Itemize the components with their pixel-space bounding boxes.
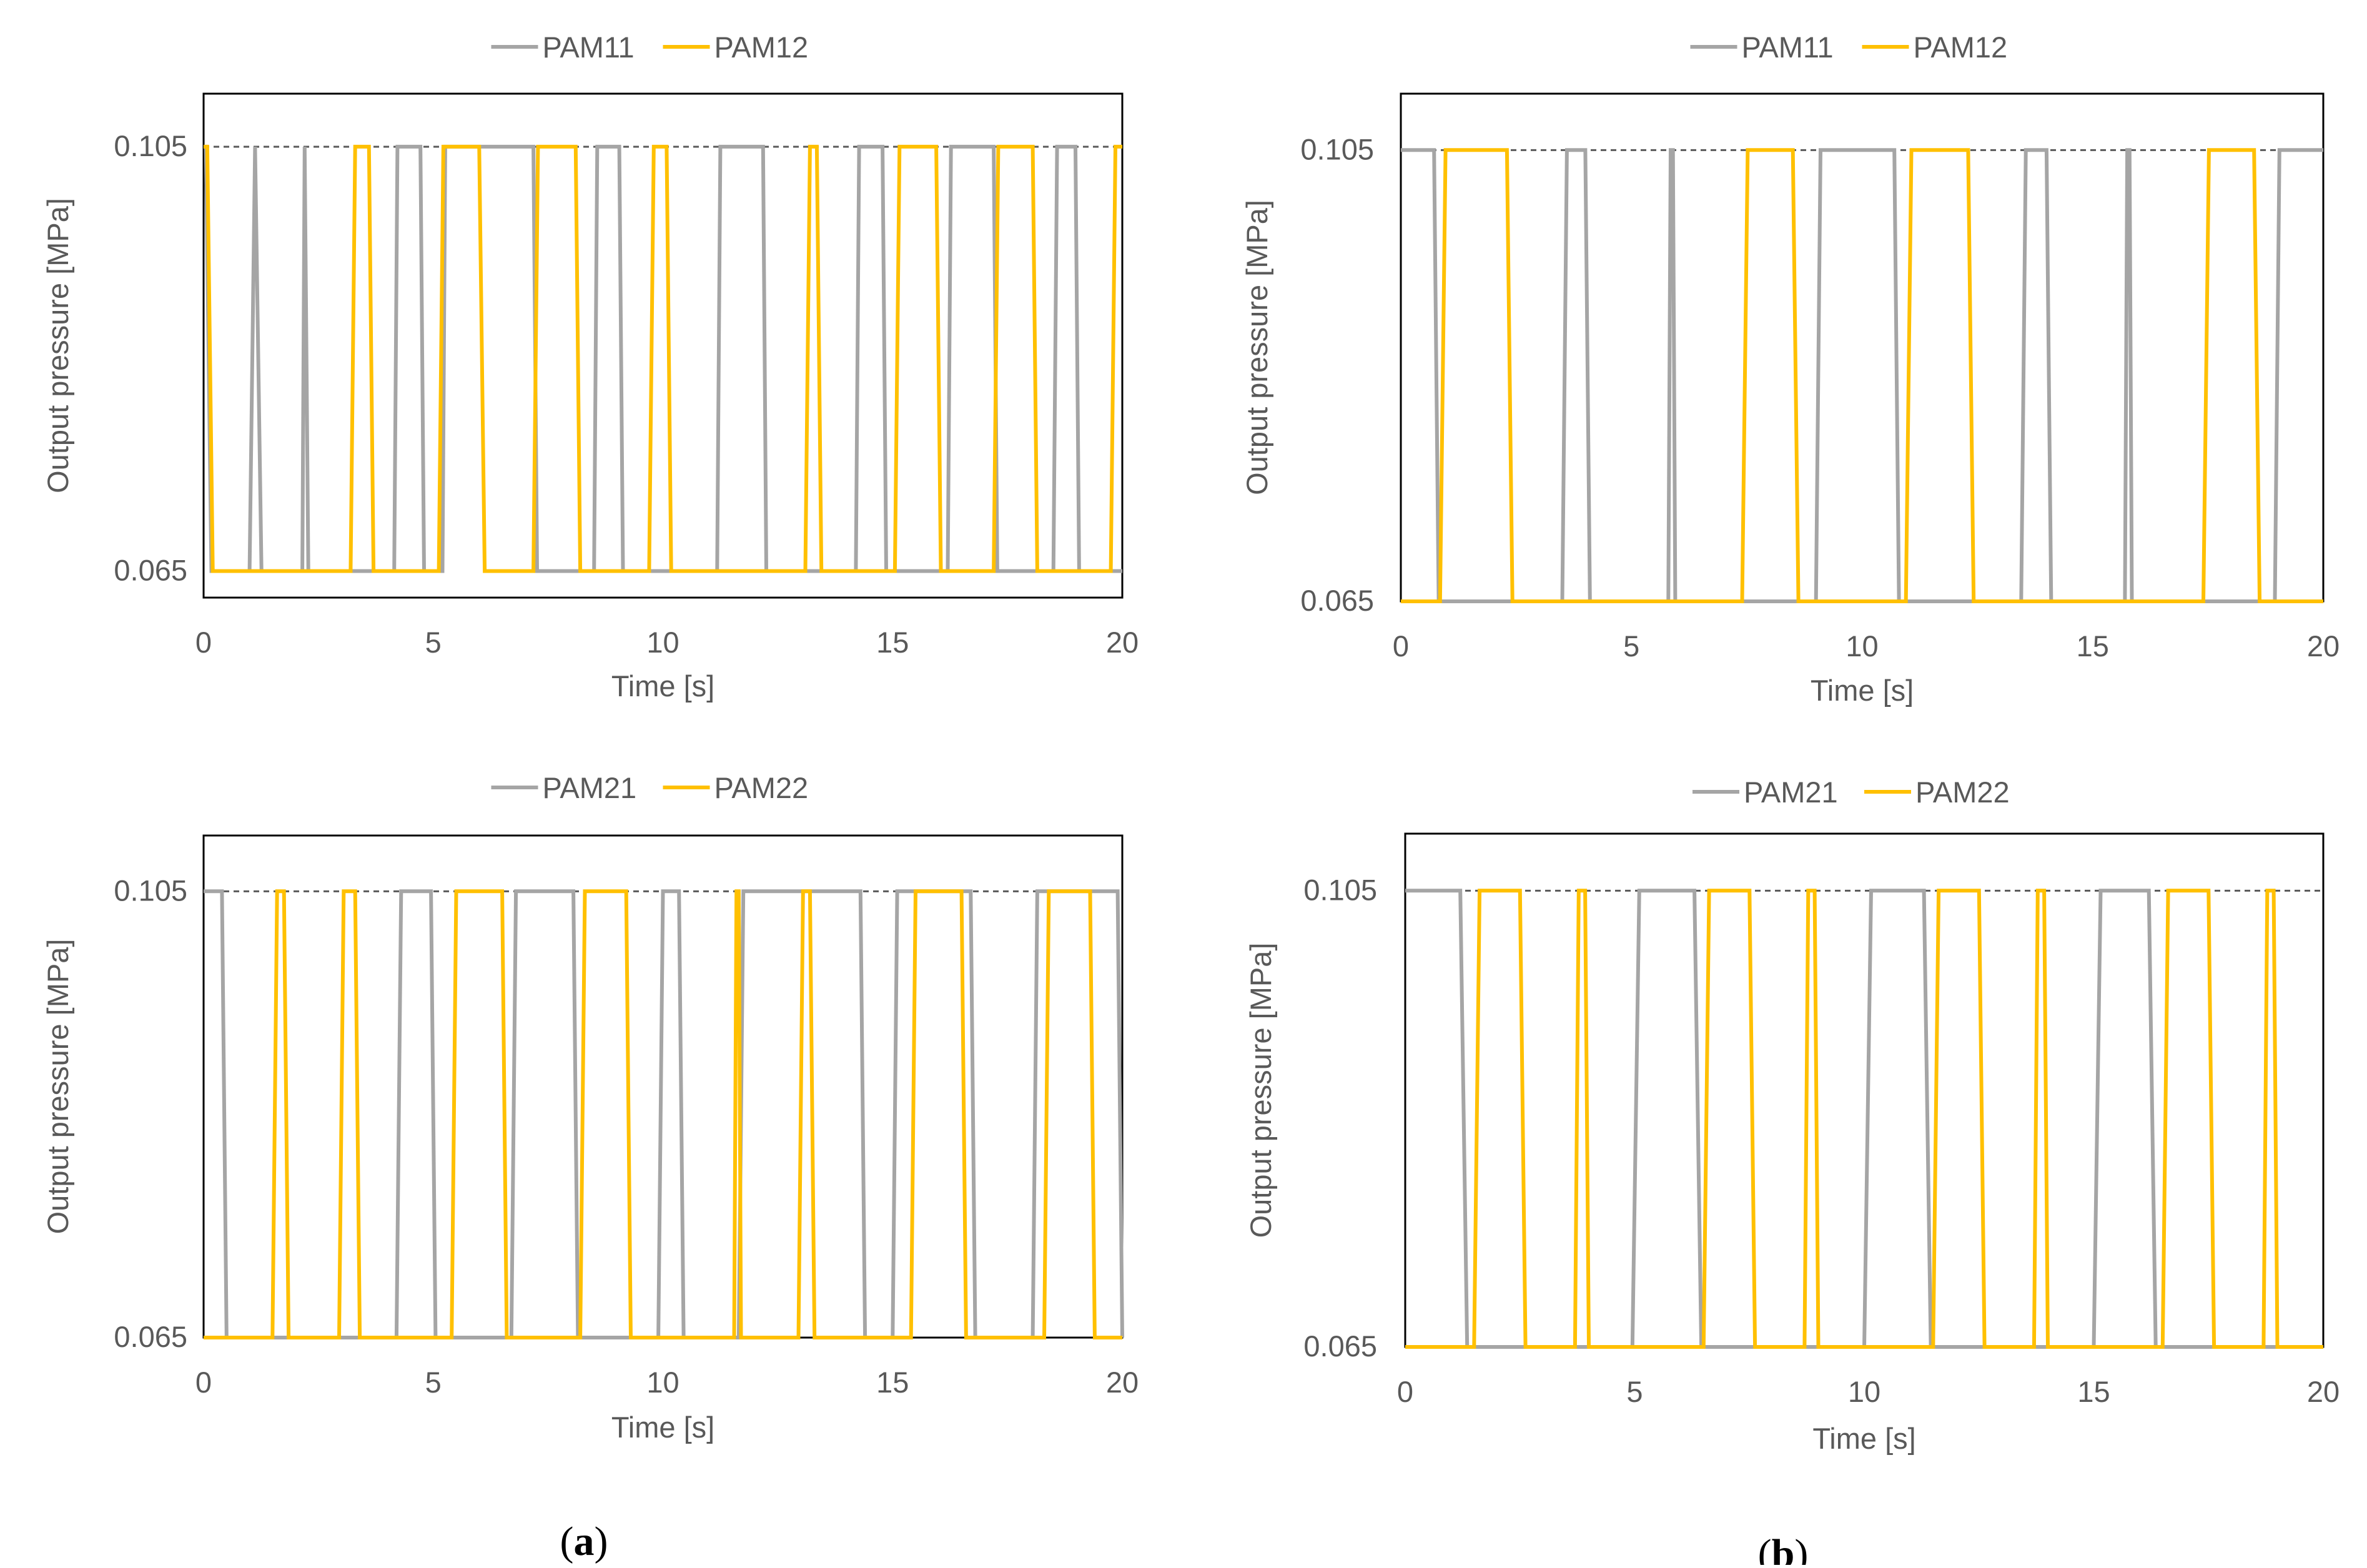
x-tick-label: 5 [1623, 629, 1639, 663]
y-tick-label: 0.065 [114, 554, 187, 587]
x-tick-label: 0 [1393, 629, 1409, 663]
legend-label-pam21: PAM21 [543, 771, 637, 804]
x-tick-label: 20 [1106, 1366, 1139, 1399]
series-line-pam11 [204, 144, 1122, 573]
legend-label-pam11: PAM11 [543, 31, 635, 64]
x-axis-title: Time [s] [611, 1411, 714, 1444]
panel-caption-letter: a [574, 1519, 595, 1564]
x-tick-label: 0 [195, 1366, 212, 1399]
chart-panel-4: 0.065 0.105 0 5 10 15 20 Time [s] Output pressur… [1244, 776, 2340, 1455]
legend-label-pam22: PAM22 [714, 771, 809, 804]
x-axis-title: Time [s] [611, 669, 714, 703]
legend-label-pam22: PAM22 [1915, 776, 2010, 809]
series-line-pam22 [1405, 889, 2323, 1349]
x-tick-label: 5 [425, 1366, 442, 1399]
x-tick-label: 20 [1106, 626, 1139, 659]
panel-caption-b: (b) [1758, 1531, 1809, 1565]
y-axis-title: Output pressure [MPa] [1240, 200, 1273, 495]
plot-frame [1400, 92, 2325, 603]
chart-panel-2: 0.065 0.105 0 5 10 15 20 Time [s] Output pressur… [1240, 31, 2340, 707]
chart-panel-1: 0.065 0.105 0 5 10 15 20 Time [s] Output pressur… [41, 31, 1139, 703]
chart-panel-3: 0.065 0.105 0 5 10 15 20 Time [s] Output pressur… [41, 771, 1139, 1444]
y-tick-label: 0.065 [1300, 584, 1374, 617]
x-tick-label: 0 [1397, 1375, 1413, 1408]
legend-label-pam12: PAM12 [1914, 31, 2008, 64]
series-line-pam21 [1405, 889, 2323, 1349]
x-tick-label: 0 [195, 626, 212, 659]
x-axis-title: Time [s] [1811, 674, 1914, 707]
y-tick-label: 0.105 [114, 129, 187, 162]
y-tick-label: 0.105 [114, 874, 187, 907]
x-axis-title: Time [s] [1812, 1422, 1915, 1455]
x-tick-label: 10 [1846, 629, 1878, 663]
panel-caption-letter: b [1772, 1531, 1795, 1565]
x-tick-label: 15 [876, 1366, 909, 1399]
legend-label-pam12: PAM12 [714, 31, 809, 64]
series-line-pam12 [204, 144, 1122, 573]
y-axis-title: Output pressure [MPa] [41, 939, 74, 1235]
legend-label-pam21: PAM21 [1744, 776, 1838, 809]
y-tick-label: 0.105 [1300, 132, 1374, 165]
series-line-pam21 [204, 889, 1124, 1339]
y-axis-title: Output pressure [MPa] [1244, 943, 1277, 1238]
x-tick-label: 20 [2307, 629, 2340, 663]
y-tick-label: 0.065 [1303, 1329, 1377, 1363]
legend: PAM11 PAM12 [1690, 31, 2008, 64]
y-tick-label: 0.065 [114, 1320, 187, 1353]
series-line-pam12 [1401, 148, 2323, 603]
legend: PAM11 PAM12 [491, 31, 809, 64]
y-axis-title: Output pressure [MPa] [41, 198, 74, 493]
legend: PAM21 PAM22 [491, 771, 809, 804]
x-tick-label: 10 [1848, 1375, 1880, 1408]
x-tick-label: 15 [876, 626, 909, 659]
panel-caption-a: (a) [560, 1519, 608, 1564]
series-line-pam11 [1401, 148, 2323, 603]
x-tick-label: 20 [2307, 1375, 2340, 1408]
x-tick-label: 5 [1626, 1375, 1643, 1408]
legend: PAM21 PAM22 [1692, 776, 2010, 809]
series-line-pam22 [204, 889, 1122, 1339]
x-tick-label: 15 [2077, 629, 2109, 663]
x-tick-label: 10 [646, 626, 679, 659]
x-tick-label: 10 [646, 1366, 679, 1399]
legend-label-pam11: PAM11 [1742, 31, 1834, 64]
x-tick-label: 5 [425, 626, 442, 659]
x-tick-label: 15 [2077, 1375, 2110, 1408]
y-tick-label: 0.105 [1303, 873, 1377, 906]
plot-frame [202, 92, 1124, 599]
